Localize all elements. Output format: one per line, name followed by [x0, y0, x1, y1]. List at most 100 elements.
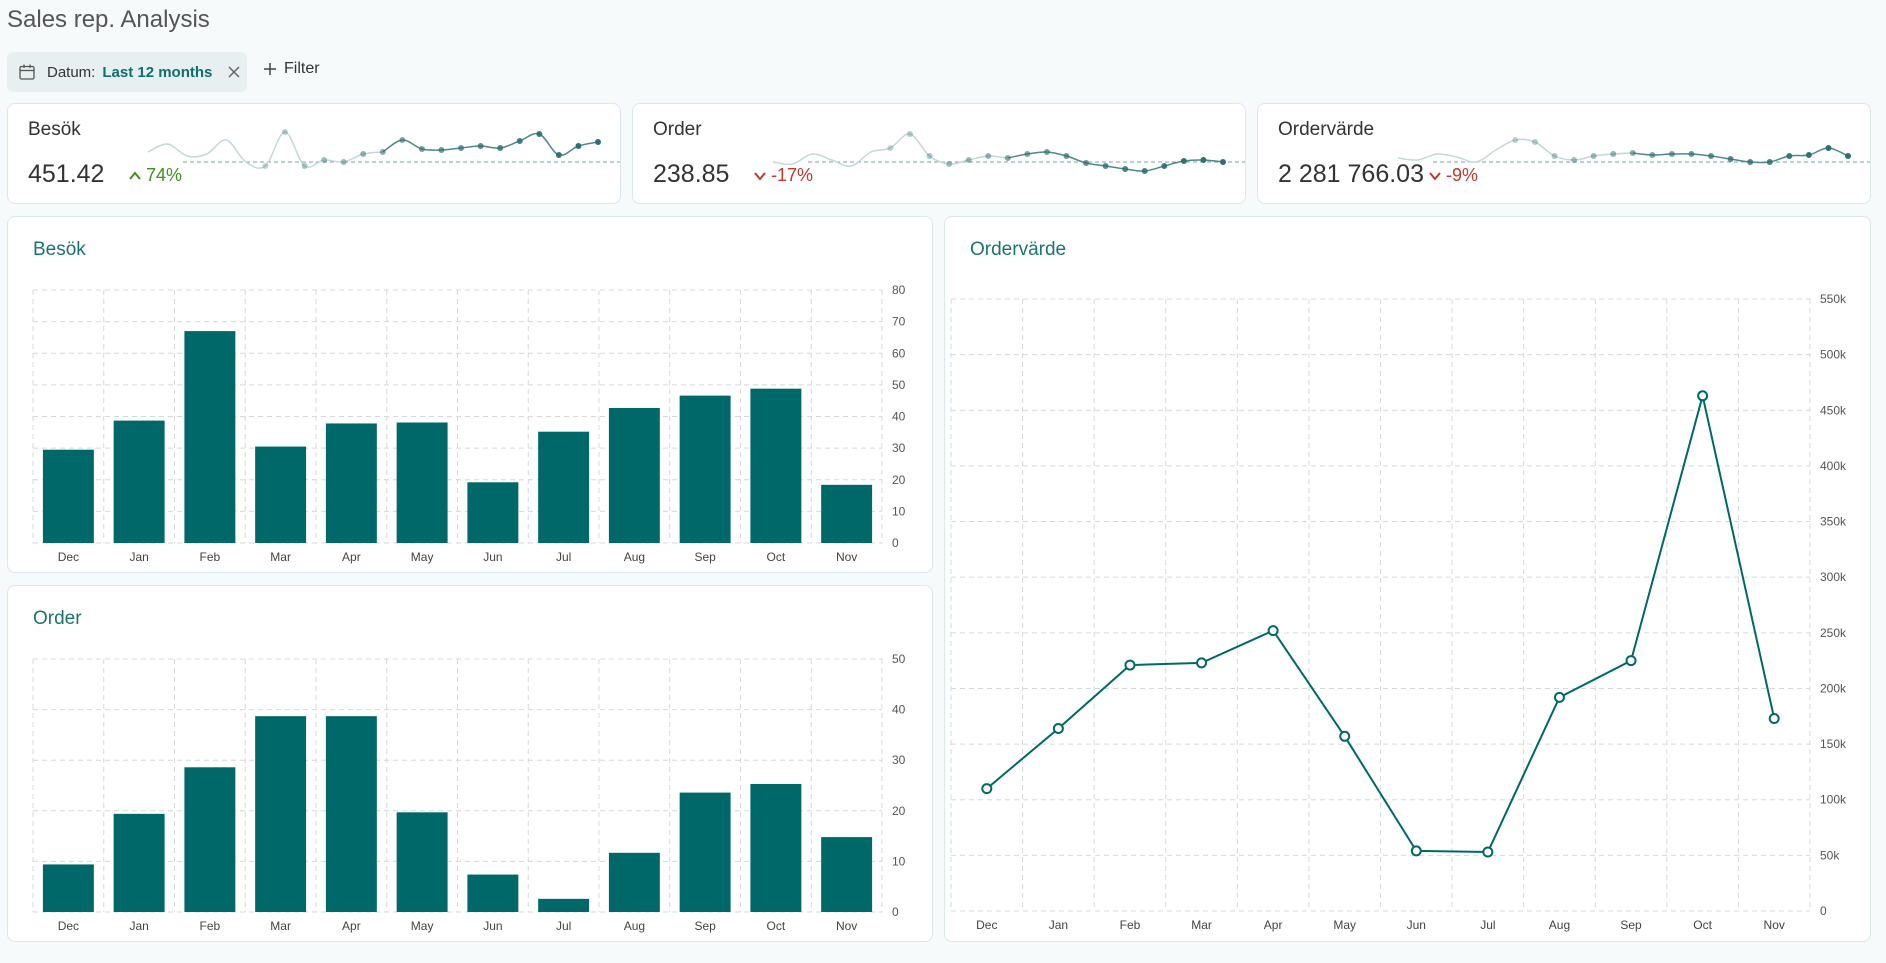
sparkline-point: [321, 157, 328, 163]
date-filter-chip[interactable]: Datum: Last 12 months: [7, 52, 247, 92]
sparkline-point: [399, 137, 406, 143]
sparkline-point: [536, 131, 543, 137]
point-mar: [1196, 657, 1208, 669]
bar-aug: [608, 407, 660, 543]
sparkline-point: [985, 153, 992, 159]
x-tick-label: Mar: [1191, 918, 1212, 932]
point-feb: [1124, 659, 1136, 671]
kpi-delta-value: -17%: [771, 165, 814, 185]
sparkline-point: [1747, 159, 1754, 165]
x-tick-label: Apr: [342, 919, 361, 933]
y-tick-label: 350k: [1820, 515, 1847, 529]
y-tick-label: 20: [892, 804, 906, 818]
bar-nov: [821, 484, 873, 543]
point-apr: [1267, 625, 1279, 637]
x-tick-label: Jul: [556, 550, 571, 564]
page-title: Sales rep. Analysis: [7, 6, 210, 33]
chart-card-ordervarde: 0 50k 100k 150k 200k 250k 300k 350k 400k 450k 500k…: [944, 216, 1871, 942]
x-tick-label: Apr: [342, 550, 361, 564]
kpi-delta: 74%: [128, 165, 182, 186]
y-tick-label: 80: [892, 283, 906, 297]
y-tick-label: 10: [892, 504, 906, 518]
x-tick-label: Feb: [200, 550, 221, 564]
kpi-title: Order: [653, 119, 702, 140]
add-filter-button[interactable]: Filter: [263, 60, 320, 78]
chevron-down-icon: [754, 171, 766, 181]
point-jan: [1052, 723, 1064, 735]
chart-card-besok: 0 10 20 30 40 50 60 70 80 Dec Jan Feb Mar Apr May Jun Ju…: [7, 216, 933, 573]
bar-aug: [608, 852, 660, 912]
sparkline-point: [458, 145, 465, 151]
y-tick-label: 0: [892, 536, 899, 550]
x-tick-label: Jul: [556, 919, 571, 933]
plus-icon: [264, 63, 276, 75]
sparkline-point: [1825, 145, 1832, 151]
y-tick-label: 40: [892, 703, 906, 717]
y-tick-label: 60: [892, 346, 906, 360]
sparkline-point: [1786, 153, 1793, 159]
x-tick-label: Jun: [1407, 918, 1426, 932]
kpi-card-ordervarde: Ordervärde 2 281 766.03 -9%: [1257, 103, 1871, 204]
y-tick-label: 20: [892, 473, 906, 487]
x-tick-label: Oct: [767, 550, 786, 564]
x-tick-label: Jun: [483, 919, 502, 933]
y-tick-label: 40: [892, 410, 906, 424]
sparkline-point: [555, 152, 562, 158]
chevron-up-icon: [129, 170, 141, 180]
bar-jan: [113, 420, 165, 543]
bar-chart-order: 0 10 20 30 40 50 Dec Jan Feb Mar Apr May Jun Jul Aug Se…: [32, 652, 906, 933]
sparkline-point: [1590, 153, 1597, 159]
sparkline-point: [1551, 153, 1558, 159]
sparkline-previous: [1397, 138, 1633, 163]
bar-oct: [750, 783, 802, 912]
kpi-delta-value: -9%: [1446, 165, 1479, 185]
x-tick-label: Dec: [976, 918, 997, 932]
x-tick-label: Oct: [1693, 918, 1712, 932]
x-tick-label: Mar: [270, 550, 291, 564]
sparkline-point: [1200, 157, 1207, 163]
y-tick-label: 0: [892, 905, 899, 919]
sparkline-point: [1805, 152, 1812, 158]
sparkline: [1397, 137, 1870, 165]
bar-dec: [42, 449, 94, 543]
sparkline-previous: [772, 133, 1008, 167]
chart-title: Order: [33, 608, 82, 629]
sparkline-point: [1708, 153, 1715, 159]
x-tick-label: Dec: [58, 919, 79, 933]
sparkline-previous: [147, 131, 383, 169]
kpi-value: 2 281 766.03: [1278, 160, 1424, 188]
sparkline-point: [438, 147, 445, 153]
x-tick-label: Nov: [836, 919, 857, 933]
y-tick-label: 200k: [1820, 681, 1847, 695]
x-tick-label: May: [1333, 918, 1356, 932]
sparkline-point: [1629, 150, 1636, 156]
sparkline-current: [1632, 147, 1849, 164]
sparkline-point: [1161, 163, 1168, 169]
bar-apr: [325, 423, 377, 543]
sparkline-point: [1043, 149, 1050, 155]
x-tick-label: Apr: [1264, 918, 1283, 932]
y-tick-label: 400k: [1820, 459, 1847, 473]
x-tick-label: Feb: [200, 919, 221, 933]
calendar-icon: [19, 64, 35, 80]
x-tick-label: Nov: [836, 550, 857, 564]
x-tick-label: Sep: [694, 550, 716, 564]
x-tick-label: Feb: [1120, 918, 1141, 932]
kpi-delta: -17%: [753, 165, 813, 186]
chart-title: Ordervärde: [970, 239, 1067, 260]
sparkline-point: [1512, 137, 1519, 143]
sparkline-point: [418, 146, 425, 152]
point-dec: [981, 783, 993, 795]
close-icon[interactable]: [226, 64, 242, 80]
bar-jun: [467, 482, 519, 543]
bar-oct: [750, 388, 802, 543]
chevron-down-icon: [1429, 171, 1441, 181]
x-tick-label: Oct: [767, 919, 786, 933]
sparkline-point: [1610, 151, 1617, 157]
sparkline-point: [360, 151, 367, 157]
sparkline-point: [965, 157, 972, 163]
kpi-value: 238.85: [653, 160, 730, 188]
y-tick-label: 150k: [1820, 737, 1847, 751]
sparkline-point: [575, 143, 582, 149]
sparkline-point: [281, 129, 288, 135]
